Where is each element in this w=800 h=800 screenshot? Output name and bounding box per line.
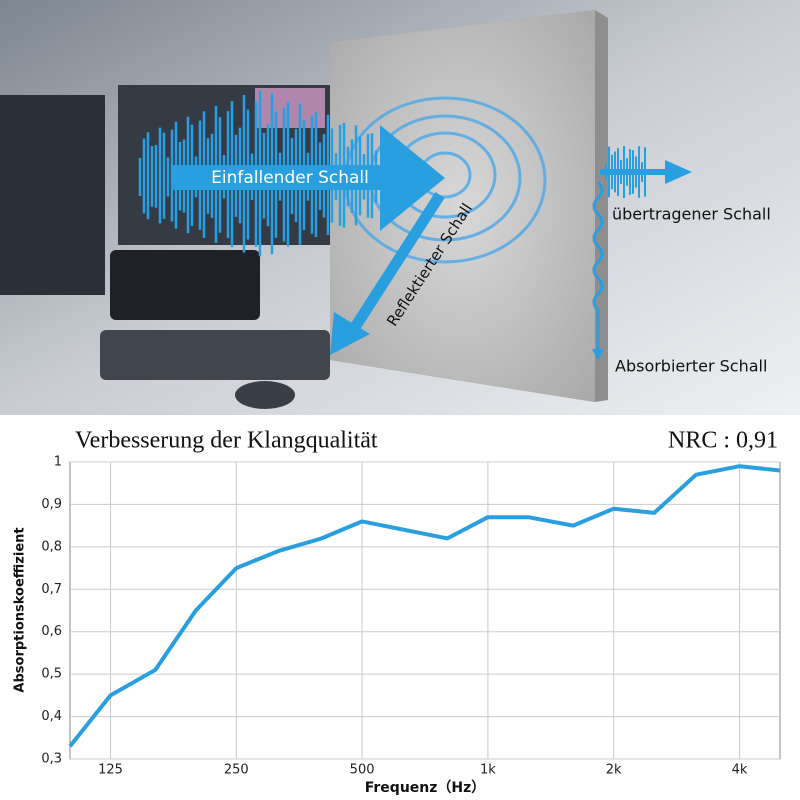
reflected-arrow — [345, 192, 445, 338]
absorbed-arrow — [592, 180, 604, 361]
monitor — [0, 95, 105, 295]
x-tick-label: 125 — [98, 763, 123, 778]
y-tick-label: 0,9 — [41, 497, 62, 512]
y-tick-label: 0,5 — [41, 667, 62, 682]
x-axis-title: Frequenz（Hz） — [365, 780, 486, 796]
x-tick-label: 500 — [350, 763, 375, 778]
transmitted-label: übertragener Schall — [612, 205, 771, 224]
x-tick-label: 1k — [480, 763, 496, 778]
y-axis-title: Absorptionskoeffizient — [13, 527, 28, 692]
y-tick-label: 0,3 — [41, 752, 62, 767]
y-tick-label: 0,4 — [41, 709, 62, 724]
x-tick-label: 4k — [732, 763, 748, 778]
x-tick-label: 250 — [224, 763, 249, 778]
absorbed-label: Absorbierter Schall — [615, 357, 767, 376]
line — [68, 464, 781, 748]
x-tick-label: 2k — [606, 763, 622, 778]
screen — [255, 88, 325, 128]
chart-title: Verbesserung der Klangqualität — [75, 428, 378, 454]
reflected-arrowhead — [330, 312, 370, 355]
nrc: NRC : 0,91 — [668, 428, 778, 454]
controller — [110, 250, 260, 320]
keyboard — [100, 330, 330, 380]
y-tick-label: 0,6 — [41, 624, 62, 639]
incident-arrow — [172, 125, 445, 231]
mouse — [235, 381, 295, 409]
y-tick-label: 1 — [54, 455, 62, 470]
incident-label: Einfallender Schall — [211, 168, 369, 188]
transmitted-arrowhead — [665, 160, 692, 184]
y-tick-label: 0,8 — [41, 539, 62, 554]
y-tick-label: 0,7 — [41, 582, 62, 597]
plot-area — [69, 461, 781, 760]
illustration: Einfallender Schall Reflektierter Schall… — [0, 0, 800, 415]
